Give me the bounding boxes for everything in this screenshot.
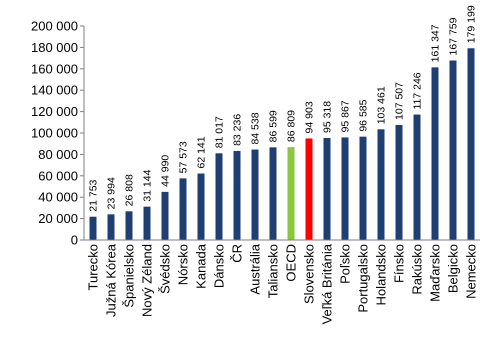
category-label: Austrália: [248, 243, 263, 294]
category-label: Belgicko: [446, 244, 461, 293]
category-label: Maďarsko: [428, 244, 443, 302]
bar: [143, 206, 151, 240]
bar: [467, 48, 475, 241]
value-label: 86 809: [286, 110, 298, 142]
value-label: 21 753: [88, 179, 100, 211]
bar: [413, 114, 421, 240]
bars: [89, 48, 475, 241]
category-label: Južná Kórea: [104, 243, 119, 317]
value-label: 26 808: [124, 174, 136, 206]
y-tick-label: 120 000: [31, 104, 78, 119]
value-label: 95 867: [340, 100, 352, 132]
value-label: 31 144: [142, 169, 154, 201]
y-tick-label: 180 000: [31, 40, 78, 55]
y-tick-label: 40 000: [38, 190, 78, 205]
value-label: 83 236: [232, 114, 244, 146]
value-label: 96 585: [358, 99, 370, 131]
value-label: 84 538: [250, 112, 262, 144]
bar: [215, 153, 223, 240]
value-label: 103 461: [376, 86, 388, 124]
value-label: 23 994: [106, 177, 118, 209]
category-label: Veľká Británia: [320, 243, 335, 324]
value-label: 167 759: [448, 17, 460, 55]
bar: [377, 129, 385, 240]
y-tick-label: 200 000: [31, 19, 78, 34]
bar: [89, 216, 97, 240]
value-label: 57 573: [178, 141, 190, 173]
bar: [341, 137, 349, 240]
y-tick-label: 0: [71, 233, 78, 248]
bar: [197, 173, 205, 240]
category-label: Holandsko: [374, 244, 389, 305]
y-tick-label: 160 000: [31, 61, 78, 76]
bar: [161, 191, 169, 240]
category-label: Nórsko: [176, 244, 191, 285]
bar: [323, 138, 331, 240]
bar: [179, 178, 187, 240]
bar: [251, 149, 259, 240]
category-label: OECD: [284, 244, 299, 282]
axes: [83, 26, 480, 241]
value-label: 62 141: [196, 136, 208, 168]
category-label: Španielsko: [122, 244, 137, 308]
category-label: Turecko: [86, 244, 101, 290]
bar: [431, 67, 439, 241]
category-label: Portugalsko: [356, 244, 371, 313]
category-label: Kanada: [194, 243, 209, 289]
value-label: 44 990: [160, 155, 172, 187]
bar: [359, 136, 367, 240]
y-tick-label: 80 000: [38, 147, 78, 162]
category-label: Taliansko: [266, 244, 281, 298]
y-tick-label: 140 000: [31, 83, 78, 98]
category-label: Fínsko: [392, 244, 407, 283]
value-label: 81 017: [214, 116, 226, 148]
category-label: Rakúsko: [410, 244, 425, 295]
value-label: 161 347: [430, 24, 442, 62]
category-label: Nemecko: [464, 244, 479, 299]
category-label: Slovensko: [302, 244, 317, 304]
bar: [125, 211, 133, 240]
bar: [269, 147, 277, 240]
bar: [233, 150, 241, 240]
bar: [287, 147, 295, 240]
value-label: 94 903: [304, 101, 316, 133]
value-label: 117 246: [412, 72, 424, 109]
bar: [395, 124, 403, 240]
bar: [107, 214, 115, 240]
bar: [305, 138, 313, 240]
category-label: ČR: [230, 244, 245, 263]
y-tick-label: 100 000: [31, 126, 78, 141]
y-axis-ticks: 0 20 000 40 000 60 000 80 000 100 000 120 000 1…: [31, 19, 84, 248]
value-label: 179 199: [466, 5, 478, 43]
value-label: 107 507: [394, 82, 406, 120]
bar: [449, 60, 457, 241]
value-label: 86 599: [268, 110, 280, 142]
category-label: Švédsko: [158, 244, 173, 294]
value-labels: 21 753 23 994 26 808 31 144 44 990 57 573 62 1…: [88, 5, 478, 212]
category-labels: Turecko Južná Kórea Španielsko Nový Zéland Š…: [86, 243, 479, 324]
category-label: Dánsko: [212, 244, 227, 288]
category-label: Nový Zéland: [140, 244, 155, 317]
y-tick-label: 20 000: [38, 211, 78, 226]
category-label: Poľsko: [338, 244, 353, 284]
y-tick-label: 60 000: [38, 168, 78, 183]
value-label: 95 318: [322, 101, 334, 133]
